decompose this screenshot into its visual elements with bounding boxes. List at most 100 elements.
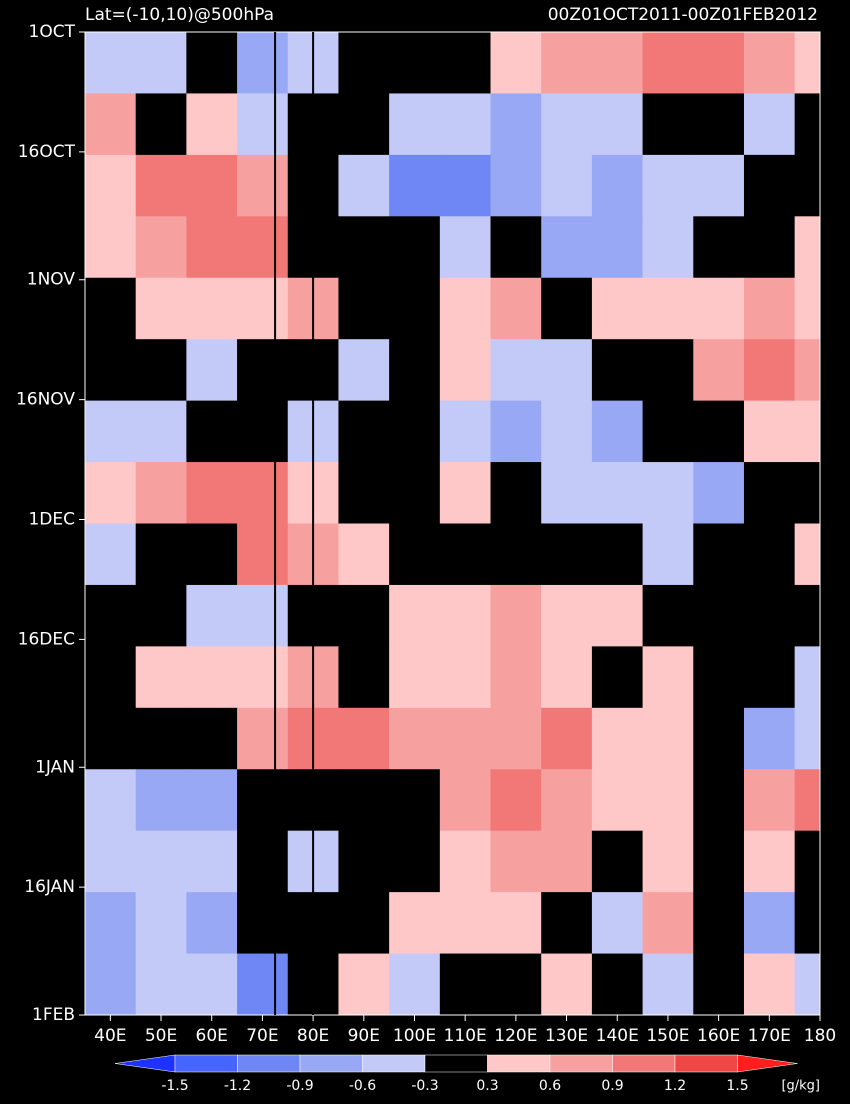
colorbar-label: -1.2 (224, 1078, 251, 1094)
cell (135, 93, 187, 156)
cell (338, 154, 390, 217)
cell (85, 769, 137, 832)
cell (186, 32, 238, 94)
cell (693, 154, 745, 217)
cell (237, 400, 289, 463)
cell (439, 830, 492, 893)
y-tick-label: 16DEC (18, 629, 75, 649)
cell (186, 707, 238, 770)
cell (642, 339, 694, 402)
cell (591, 93, 644, 156)
cell (439, 216, 492, 279)
cell (237, 707, 289, 770)
cell (439, 339, 492, 402)
cell (794, 523, 820, 586)
cell (743, 892, 796, 955)
cell (135, 400, 187, 463)
cell (135, 953, 187, 1015)
cell (237, 154, 289, 217)
cell (85, 953, 137, 1015)
cell (186, 523, 238, 586)
colorbar-arrow (737, 1054, 798, 1073)
cell (693, 462, 745, 524)
cell (541, 523, 593, 586)
cell (743, 400, 796, 463)
cell (338, 400, 390, 463)
y-tick-label: 1OCT (29, 22, 76, 42)
cell (591, 277, 644, 340)
cell (490, 953, 542, 1015)
cell (490, 154, 542, 217)
cell (743, 953, 796, 1015)
cell (693, 584, 745, 647)
cell (338, 216, 390, 279)
cell (338, 32, 390, 94)
cell (135, 584, 187, 647)
colorbar-label: 0.9 (601, 1078, 623, 1094)
x-tick-label: 40E (94, 1026, 126, 1046)
cell (338, 646, 390, 709)
cell (794, 830, 820, 893)
cell (85, 646, 137, 709)
y-tick-label: 1DEC (28, 510, 75, 530)
cell (743, 462, 796, 524)
colorbar-segment (612, 1054, 676, 1073)
cell (135, 646, 187, 709)
cell (389, 707, 441, 770)
x-tick-label: 60E (196, 1026, 228, 1046)
cell (439, 953, 492, 1015)
cell (794, 32, 820, 94)
cell (85, 400, 137, 463)
cell (490, 32, 542, 94)
x-tick-label: 130E (545, 1026, 588, 1046)
cell (794, 953, 820, 1015)
colorbar-label: -0.6 (349, 1078, 376, 1094)
cell (591, 339, 644, 402)
cell (490, 339, 542, 402)
cell (591, 32, 644, 94)
cell (743, 523, 796, 586)
cell (338, 892, 390, 955)
cell (135, 339, 187, 402)
cell (642, 400, 694, 463)
cell (642, 93, 694, 156)
cell (541, 216, 593, 279)
cell (490, 892, 542, 955)
colorbar-label: 0.6 (539, 1078, 561, 1094)
cell (743, 154, 796, 217)
cell (743, 584, 796, 647)
cell (490, 707, 542, 770)
cell (693, 277, 745, 340)
cell (490, 462, 542, 524)
cell (693, 830, 745, 893)
cell (186, 154, 238, 217)
cell (591, 523, 644, 586)
cell (237, 462, 289, 524)
y-tick-label: 16NOV (16, 390, 75, 410)
cell (541, 707, 593, 770)
cell (693, 707, 745, 770)
cell (591, 400, 644, 463)
x-tick-label: 150E (646, 1026, 689, 1046)
cell (541, 339, 593, 402)
cell (591, 769, 644, 832)
cell (135, 277, 187, 340)
cell (389, 646, 441, 709)
cell (135, 216, 187, 279)
colorbar-label: -1.5 (161, 1078, 188, 1094)
colorbar-segment (674, 1054, 738, 1073)
colorbar-label: -0.9 (286, 1078, 313, 1094)
y-tick-label: 16JAN (24, 877, 75, 897)
cell (591, 584, 644, 647)
colorbar-label: 1.5 (726, 1078, 748, 1094)
cell (338, 830, 390, 893)
cell (338, 769, 390, 832)
cell (439, 892, 492, 955)
cell (237, 953, 289, 1015)
x-tick-label: 120E (494, 1026, 537, 1046)
cell (186, 93, 238, 156)
colorbar-arrow (114, 1054, 176, 1073)
cell (389, 769, 441, 832)
cell (135, 462, 187, 524)
cell (490, 277, 542, 340)
